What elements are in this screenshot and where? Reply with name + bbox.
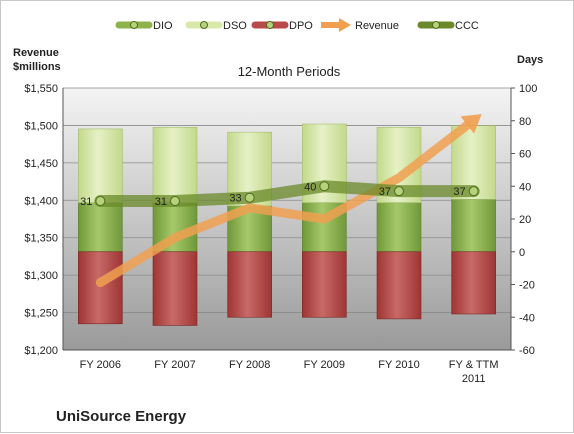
x-tick-label: FY 2007 xyxy=(154,359,195,371)
legend-label-dso: DSO xyxy=(223,20,247,32)
ccc-data-label: 40 xyxy=(304,181,316,193)
left-tick-label: $1,400 xyxy=(24,195,58,207)
legend-label-ccc: CCC xyxy=(455,20,479,32)
x-tick-label: FY & TTM 2011 xyxy=(449,359,499,385)
left-tick-label: $1,350 xyxy=(24,233,58,245)
ccc-data-label: 31 xyxy=(155,196,167,208)
bar-dso xyxy=(78,128,123,203)
company-name: UniSource Energy xyxy=(56,408,187,425)
x-tick-label: FY 2010 xyxy=(378,359,419,371)
right-tick-label: 20 xyxy=(519,214,531,226)
right-tick-label: 80 xyxy=(519,116,531,128)
right-tick-label: 0 xyxy=(519,247,525,259)
ccc-data-label: 37 xyxy=(453,186,465,198)
bar-dpo xyxy=(376,251,422,320)
plot-background xyxy=(63,88,511,350)
left-tick-label: $1,500 xyxy=(24,120,58,132)
bar-dso xyxy=(152,127,198,203)
ccc-point xyxy=(394,186,404,197)
revenue-arrowhead xyxy=(460,114,482,134)
right-tick-label: 100 xyxy=(519,83,537,95)
legend-ccc-marker xyxy=(200,21,208,29)
legend-label-dpo: DPO xyxy=(289,20,313,32)
ccc-data-label: 31 xyxy=(80,196,92,208)
right-tick-label: 60 xyxy=(519,149,531,161)
bar-dpo xyxy=(78,251,123,325)
bar-dpo xyxy=(302,251,347,318)
right-axis-label: Days xyxy=(517,54,543,66)
legend-ccc-marker xyxy=(266,21,274,29)
chart-title: 12-Month Periods xyxy=(238,64,341,79)
bar-dpo xyxy=(451,251,496,315)
right-tick-label: -20 xyxy=(519,280,535,292)
legend-ccc-marker xyxy=(432,21,440,29)
x-tick-label: FY 2008 xyxy=(229,359,270,371)
ccc-point xyxy=(244,192,255,203)
legend-label-revenue: Revenue xyxy=(355,20,399,32)
ccc-point xyxy=(170,195,180,206)
left-tick-label: $1,250 xyxy=(24,308,58,320)
ccc-data-label: 33 xyxy=(229,193,241,205)
x-tick-label: FY 2009 xyxy=(304,359,345,371)
bar-dio xyxy=(376,202,422,253)
legend-ccc-marker xyxy=(130,21,138,29)
ccc-point xyxy=(468,186,479,197)
bar-dio xyxy=(451,199,496,253)
ccc-point xyxy=(319,181,330,192)
left-tick-label: $1,450 xyxy=(24,158,58,170)
bar-dpo xyxy=(152,251,198,326)
left-axis-label: Revenue $millions xyxy=(13,47,61,73)
right-tick-label: -40 xyxy=(519,312,535,324)
ccc-point xyxy=(95,195,106,206)
revenue-line xyxy=(95,120,472,288)
bar-dio xyxy=(78,202,123,253)
bar-dpo xyxy=(227,251,272,318)
left-tick-label: $1,550 xyxy=(24,83,58,95)
right-tick-label: 40 xyxy=(519,181,531,193)
legend-arrowhead xyxy=(339,18,351,32)
ccc-data-label: 37 xyxy=(379,186,391,198)
right-tick-label: -60 xyxy=(519,345,535,357)
legend-label-dio: DIO xyxy=(153,20,173,32)
left-tick-label: $1,300 xyxy=(24,270,58,282)
ccc-line xyxy=(94,180,480,207)
x-tick-label: FY 2006 xyxy=(80,359,121,371)
left-tick-label: $1,200 xyxy=(24,345,58,357)
